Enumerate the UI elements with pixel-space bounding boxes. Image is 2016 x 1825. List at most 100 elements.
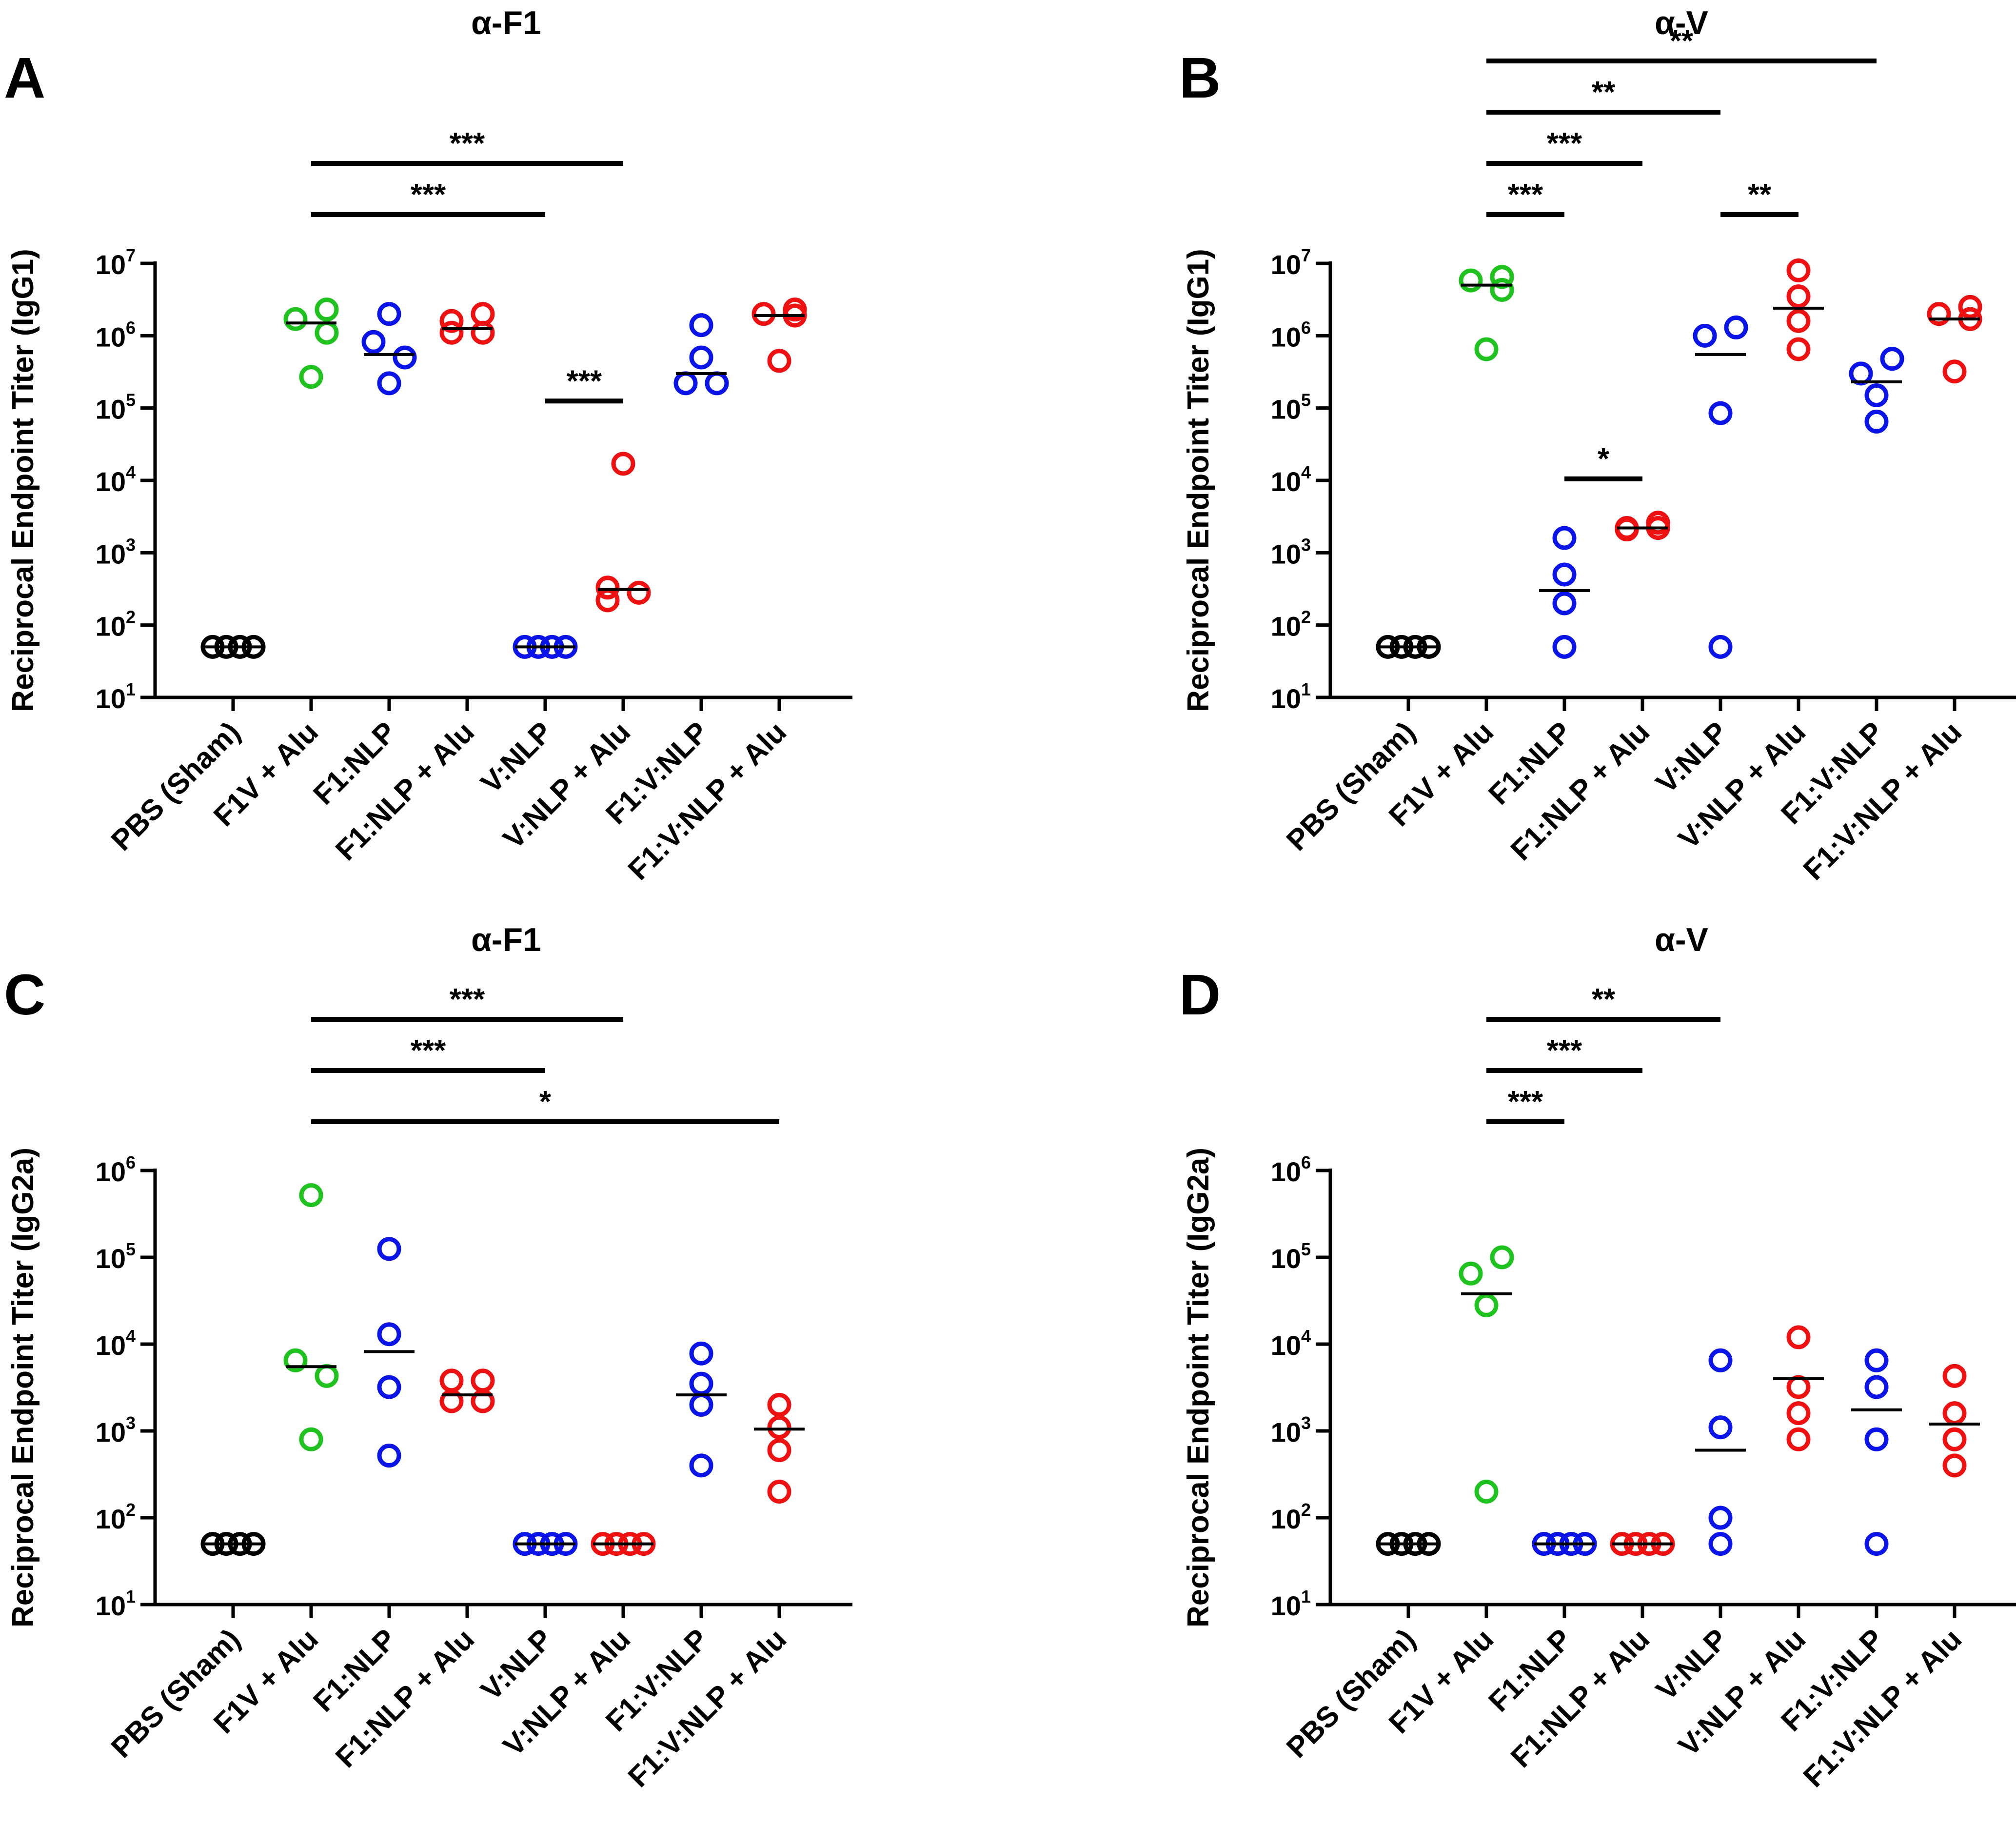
y-tick-label: 102 [96,1500,136,1534]
data-point [1552,562,1577,587]
data-point [283,1348,308,1372]
data-point [377,1237,401,1261]
significance-label: *** [1547,127,1582,160]
data-point [1942,359,1967,384]
x-category-label: PBS (Sham) [105,715,246,857]
data-point [377,1322,401,1347]
data-point [595,575,620,600]
data-point [1864,1427,1889,1451]
data-point [299,365,323,389]
y-tick-label: 107 [96,245,136,280]
x-category-label: PBS (Sham) [1280,715,1422,857]
significance-label: *** [411,178,446,212]
panel-letter: A [4,46,45,110]
data-point [1708,1348,1733,1372]
y-tick-label: 105 [1271,390,1311,425]
x-category-label: F1:NLP + Alu [1504,1623,1656,1774]
data-point [1786,337,1811,361]
data-point [377,371,401,396]
y-tick-label: 105 [1271,1239,1311,1274]
y-tick-label: 103 [1271,535,1311,569]
data-point [1474,1479,1499,1504]
significance-label: ** [1670,24,1694,58]
data-point [673,371,698,396]
x-category-label: F1:NLP + Alu [1504,715,1656,867]
y-tick-label: 101 [1271,1587,1311,1621]
data-point [1490,1245,1514,1270]
data-point [361,330,386,354]
data-point [1474,337,1499,361]
data-point [1490,265,1514,289]
data-point [689,1371,713,1396]
y-tick-label: 106 [96,317,136,352]
data-point [1786,258,1811,282]
significance-label: *** [1508,178,1543,212]
x-category-label: PBS (Sham) [105,1623,246,1764]
data-point [1864,1348,1889,1372]
data-point [1724,315,1748,339]
panel-letter: D [1179,963,1221,1027]
y-tick-label: 106 [1271,317,1311,352]
y-tick-label: 102 [1271,607,1311,642]
panel-title: α-F1 [471,4,541,41]
data-point [1459,1261,1483,1286]
data-point [611,452,635,476]
panel-title: α-V [1655,4,1708,41]
y-tick-label: 102 [1271,1500,1311,1534]
data-point [767,349,791,373]
data-point [1942,1427,1967,1451]
data-point [1927,302,1951,326]
significance-label: ** [1592,983,1616,1016]
y-tick-label: 104 [96,462,136,497]
y-tick-label: 104 [1271,1326,1311,1361]
y-tick-label: 103 [1271,1413,1311,1448]
data-point [471,320,495,345]
y-axis-label: Reciprocal Endpoint Titer (IgG2a) [1182,1148,1215,1627]
data-point [1958,295,1982,319]
data-point [1849,361,1873,386]
data-point [299,1427,323,1451]
significance-label: *** [450,983,485,1016]
data-point [767,1479,791,1504]
y-tick-label: 106 [96,1152,136,1187]
data-point [1459,268,1483,293]
x-category-label: F1:NLP + Alu [329,1623,480,1774]
data-point [689,1392,713,1417]
data-point [1552,591,1577,615]
data-point [1786,1427,1811,1451]
data-point [767,1392,791,1417]
data-point [299,1183,323,1208]
data-point [315,298,339,322]
significance-label: *** [1547,1034,1582,1068]
data-point [439,1389,464,1413]
data-point [1864,1532,1889,1556]
data-point [595,588,620,613]
y-tick-label: 102 [96,607,136,642]
data-point [315,1364,339,1388]
data-point [1864,409,1889,434]
data-point [1786,1325,1811,1349]
y-tick-label: 105 [96,390,136,425]
significance-label: *** [411,1034,446,1068]
y-tick-label: 101 [1271,679,1311,714]
data-point [377,302,401,326]
data-point [1880,347,1904,371]
data-point [377,1444,401,1468]
data-point [471,1389,495,1413]
data-point [439,309,464,333]
y-tick-label: 104 [96,1326,136,1361]
data-point [1552,635,1577,659]
data-point [377,1375,401,1399]
data-point [1708,635,1733,659]
significance-label: *** [450,127,485,160]
y-axis-label: Reciprocal Endpoint Titer (IgG2a) [6,1148,40,1627]
data-point [1708,401,1733,425]
data-point [767,1415,791,1440]
data-point [1942,1401,1967,1426]
data-point [705,371,729,396]
panel-title: α-V [1655,921,1708,958]
data-point [1708,1532,1733,1556]
significance-label: *** [1508,1085,1543,1119]
